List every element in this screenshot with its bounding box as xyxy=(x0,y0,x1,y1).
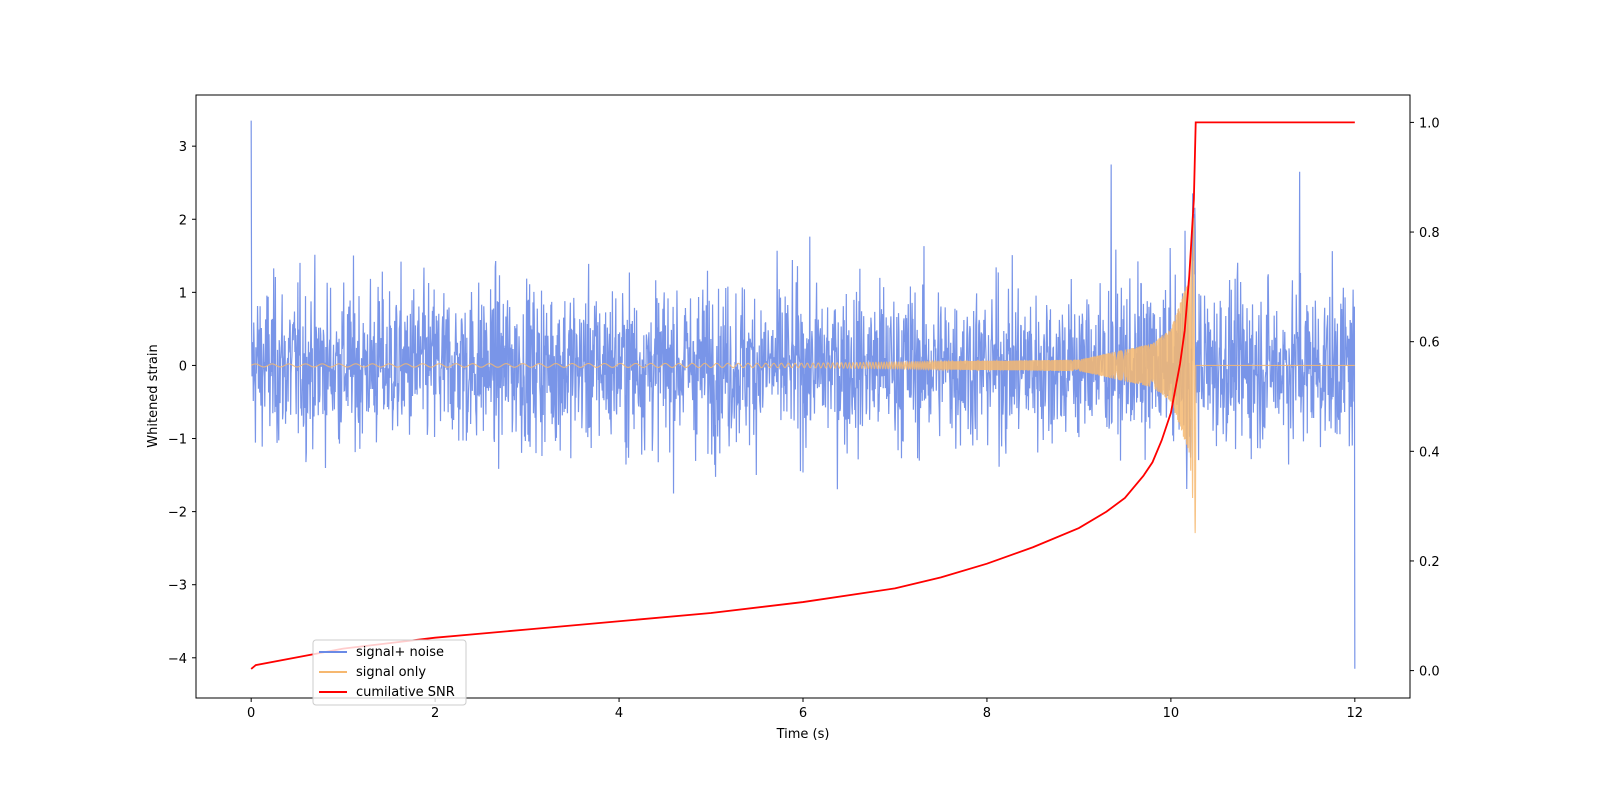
y-tick-label: −1 xyxy=(168,433,187,448)
legend-label-cumulative-snr: cumilative SNR xyxy=(356,685,455,700)
y-axis-label: Whitened strain xyxy=(146,344,161,447)
x-tick-label: 4 xyxy=(615,706,623,721)
y2-tick-label: 1.0 xyxy=(1419,116,1440,131)
y-tick-label: −3 xyxy=(168,579,187,594)
series-signal-only xyxy=(250,217,1355,534)
series-layer xyxy=(250,120,1356,670)
y-tick-label: 2 xyxy=(179,213,187,228)
x-tick-label: 8 xyxy=(983,706,991,721)
legend-label-signal-only: signal only xyxy=(356,665,426,680)
y-axis-right: 0.0 0.2 0.4 0.6 0.8 1.0 xyxy=(1410,116,1440,680)
legend-box xyxy=(312,639,467,706)
x-tick-label: 12 xyxy=(1347,706,1364,721)
y-tick-label: 1 xyxy=(179,286,187,301)
x-tick-label: 10 xyxy=(1163,706,1180,721)
y-tick-label: 0 xyxy=(179,359,187,374)
y2-tick-label: 0.2 xyxy=(1419,555,1440,570)
y2-tick-label: 0.8 xyxy=(1419,226,1440,241)
y2-tick-label: 0.0 xyxy=(1419,665,1440,680)
x-tick-label: 0 xyxy=(247,706,255,721)
legend: signal+ noise signal only cumilative SNR xyxy=(312,639,467,706)
y-axis-left: −4 −3 −2 −1 0 1 2 3 xyxy=(168,140,196,667)
y2-tick-label: 0.6 xyxy=(1419,336,1440,351)
y-tick-label: −4 xyxy=(168,652,187,667)
y-tick-label: −2 xyxy=(168,506,187,521)
series-cumulative-snr xyxy=(250,121,1355,670)
x-tick-label: 6 xyxy=(799,706,807,721)
y2-tick-label: 0.4 xyxy=(1419,445,1440,460)
x-axis-label: Time (s) xyxy=(776,727,830,742)
legend-label-signal-noise: signal+ noise xyxy=(356,645,444,660)
y-tick-label: 3 xyxy=(179,140,187,155)
x-tick-label: 2 xyxy=(431,706,439,721)
x-axis: 0 2 4 6 8 10 12 xyxy=(247,698,1363,721)
